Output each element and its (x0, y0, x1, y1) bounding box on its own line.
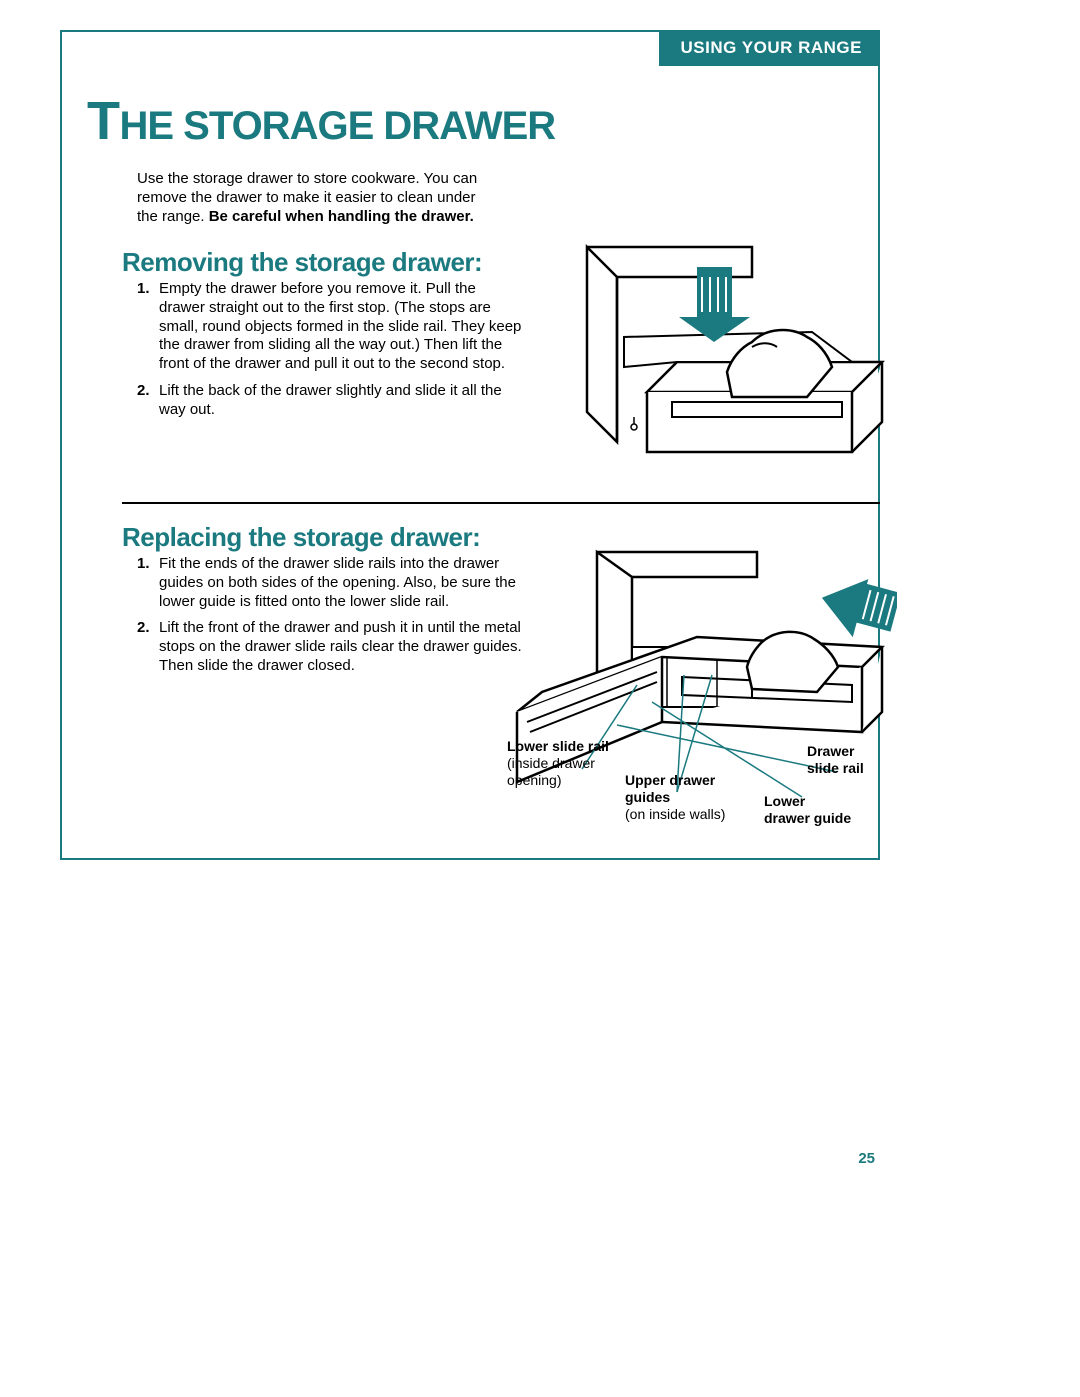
step-number: 1. (137, 280, 159, 374)
label-sub: opening) (507, 772, 562, 788)
push-arrow-icon (814, 569, 897, 646)
label-upper-drawer-guides: Upper drawer guides (on inside walls) (625, 772, 755, 822)
label-drawer-slide-rail: Drawer slide rail (807, 743, 864, 777)
step-text: Lift the back of the drawer slightly and… (159, 382, 522, 420)
header-tab: USING YOUR RANGE (659, 30, 881, 66)
title-first-letter: T (87, 91, 120, 151)
removing-drawer-illustration (552, 242, 887, 492)
list-item: 1. Fit the ends of the drawer slide rail… (137, 555, 522, 611)
label-lower-drawer-guide: Lower drawer guide (764, 793, 851, 827)
label-bold: Upper drawer guides (625, 772, 715, 805)
section-title-removing: Removing the storage drawer: (122, 247, 482, 278)
label-bold: Lower slide rail (507, 738, 609, 754)
label-lower-slide-rail: Lower slide rail (inside drawer opening) (507, 738, 609, 788)
page-number: 25 (858, 1150, 875, 1167)
intro-paragraph: Use the storage drawer to store cookware… (137, 170, 497, 226)
intro-bold: Be careful when handling the drawer. (209, 208, 474, 225)
label-bold: slide rail (807, 760, 864, 776)
label-sub: (on inside walls) (625, 806, 725, 822)
label-bold: Drawer (807, 743, 854, 759)
page-border: USING YOUR RANGE THE STORAGE DRAWER Use … (60, 30, 880, 860)
label-bold: Lower (764, 793, 805, 809)
step-text: Lift the front of the drawer and push it… (159, 619, 522, 675)
step-text: Empty the drawer before you remove it. P… (159, 280, 522, 374)
step-text: Fit the ends of the drawer slide rails i… (159, 555, 522, 611)
main-title: THE STORAGE DRAWER (87, 90, 555, 152)
list-item: 2. Lift the back of the drawer slightly … (137, 382, 522, 420)
title-rest: HE STORAGE DRAWER (120, 104, 556, 148)
step-number: 2. (137, 382, 159, 420)
label-sub: (inside drawer (507, 755, 595, 771)
step-number: 2. (137, 619, 159, 675)
list-item: 1. Empty the drawer before you remove it… (137, 280, 522, 374)
steps-replacing: 1. Fit the ends of the drawer slide rail… (137, 555, 522, 684)
section-divider (122, 502, 880, 504)
step-number: 1. (137, 555, 159, 611)
list-item: 2. Lift the front of the drawer and push… (137, 619, 522, 675)
steps-removing: 1. Empty the drawer before you remove it… (137, 280, 522, 427)
label-bold: drawer guide (764, 810, 851, 826)
section-title-replacing: Replacing the storage drawer: (122, 522, 480, 553)
